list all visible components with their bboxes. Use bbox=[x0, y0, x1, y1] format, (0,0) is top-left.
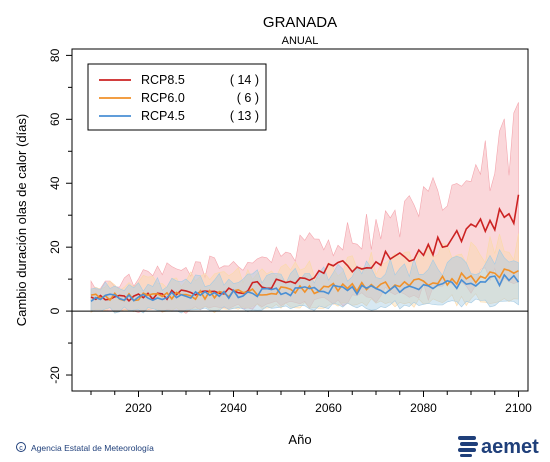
aemet-logo-text: aemet bbox=[481, 436, 539, 458]
y-tick-label: 0 bbox=[48, 307, 62, 314]
x-tick-label: 2080 bbox=[410, 401, 437, 415]
footer-credit: Agencia Estatal de Meteorología bbox=[31, 443, 154, 453]
legend-count: ( 6 ) bbox=[237, 91, 259, 105]
copyright-mark: c bbox=[19, 445, 23, 452]
y-tick-label: 80 bbox=[48, 48, 62, 62]
legend-label: RCP4.5 bbox=[141, 109, 185, 123]
footer: c Agencia Estatal de Meteorología aemet bbox=[16, 436, 539, 458]
y-tick-label: 20 bbox=[48, 240, 62, 254]
x-tick-label: 2020 bbox=[125, 401, 152, 415]
series-layers bbox=[90, 102, 520, 314]
plot-area: 2020 2040 2060 2080 2100-20020406080RCP8.5( … bbox=[48, 48, 532, 415]
y-tick-label: -20 bbox=[48, 366, 62, 384]
legend-label: RCP8.5 bbox=[141, 73, 185, 87]
chart-title: GRANADA bbox=[263, 14, 337, 31]
copyright-icon bbox=[16, 442, 26, 452]
x-tick-label: 2040 bbox=[220, 401, 247, 415]
x-tick-label: 2060 bbox=[315, 401, 342, 415]
y-axis-label: Cambio duración olas de calor (días) bbox=[14, 114, 29, 326]
series-line-rcp85 bbox=[90, 194, 520, 303]
legend-box bbox=[87, 63, 267, 131]
x-tick-label: 2100 bbox=[505, 401, 532, 415]
chart-subtitle: ANUAL bbox=[282, 35, 319, 47]
legend-label: RCP6.0 bbox=[141, 91, 185, 105]
legend-count: ( 14 ) bbox=[230, 73, 259, 87]
y-tick-label: 60 bbox=[48, 112, 62, 126]
band-rcp45 bbox=[90, 248, 519, 314]
y-tick-label: 40 bbox=[48, 176, 62, 190]
legend: RCP8.5 ( 14 ) RCP6.0 ( 6 ) RCP4.5 ( 13 ) bbox=[87, 63, 267, 131]
series-line-rcp60 bbox=[90, 268, 519, 302]
legend-count: ( 13 ) bbox=[230, 109, 259, 123]
plot-frame bbox=[71, 48, 529, 392]
aemet-logo-icon bbox=[458, 436, 478, 457]
x-axis-label: Año bbox=[288, 432, 311, 447]
series-line-rcp45 bbox=[90, 273, 520, 303]
